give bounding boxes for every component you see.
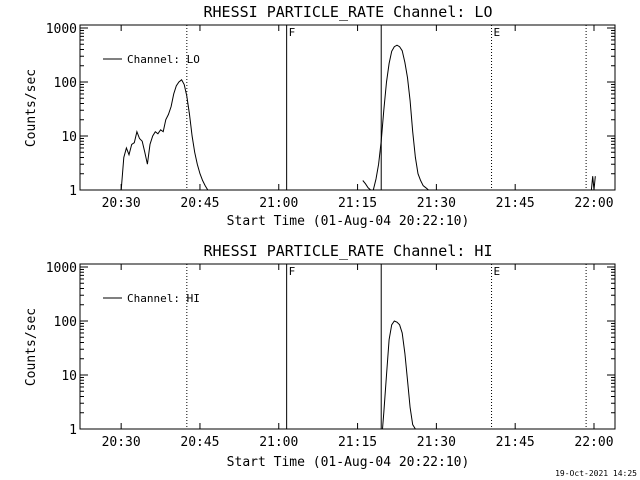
plot-frame bbox=[79, 24, 616, 191]
y-tick-label: 10 bbox=[61, 369, 77, 384]
series-line bbox=[362, 44, 429, 191]
y-tick-label: 10 bbox=[61, 130, 77, 145]
y-tick-label: 100 bbox=[54, 76, 77, 91]
y-tick-label: 100 bbox=[54, 315, 77, 330]
x-tick-label: 21:45 bbox=[496, 196, 535, 211]
x-tick-label: 20:30 bbox=[102, 196, 141, 211]
x-tick-label: 21:00 bbox=[259, 196, 298, 211]
x-axis-label: Start Time (01-Aug-04 20:22:10) bbox=[227, 214, 470, 229]
y-axis-label: Counts/sec bbox=[24, 308, 39, 386]
x-tick-label: 20:45 bbox=[180, 435, 219, 450]
chart-title: RHESSI PARTICLE_RATE Channel: LO bbox=[204, 3, 493, 21]
chart-panel-hi: RHESSI PARTICLE_RATE Channel: HI Start T… bbox=[24, 242, 616, 470]
x-tick-label: 21:15 bbox=[338, 435, 377, 450]
chart-title: RHESSI PARTICLE_RATE Channel: HI bbox=[204, 242, 493, 260]
x-tick-label: 21:30 bbox=[417, 196, 456, 211]
x-tick-label: 22:00 bbox=[574, 435, 613, 450]
y-axis-label: Counts/sec bbox=[24, 69, 39, 147]
series-line bbox=[120, 79, 209, 191]
event-marker-label: F bbox=[289, 265, 296, 278]
x-tick-label: 20:45 bbox=[180, 196, 219, 211]
series-line bbox=[590, 176, 596, 191]
x-tick-label: 21:45 bbox=[496, 435, 535, 450]
footer-timestamp: 19-Oct-2021 14:25 bbox=[555, 469, 637, 478]
plot-frame bbox=[79, 263, 616, 430]
x-tick-label: 21:00 bbox=[259, 435, 298, 450]
event-marker-label: F bbox=[289, 26, 296, 39]
x-tick-label: 21:15 bbox=[338, 196, 377, 211]
y-tick-label: 1000 bbox=[46, 261, 77, 276]
x-tick-label: 21:30 bbox=[417, 435, 456, 450]
y-tick-label: 1 bbox=[69, 184, 77, 199]
y-tick-label: 1 bbox=[69, 423, 77, 438]
x-axis-label: Start Time (01-Aug-04 20:22:10) bbox=[227, 455, 470, 470]
event-marker-label: E bbox=[494, 26, 501, 39]
chart-panel-lo: RHESSI PARTICLE_RATE Channel: LO Start T… bbox=[24, 3, 616, 229]
y-tick-label: 1000 bbox=[46, 22, 77, 37]
series-line bbox=[382, 320, 416, 430]
x-tick-label: 20:30 bbox=[102, 435, 141, 450]
x-tick-label: 22:00 bbox=[574, 196, 613, 211]
legend-label: Channel: LO bbox=[127, 53, 200, 66]
event-marker-label: E bbox=[494, 265, 501, 278]
legend-label: Channel: HI bbox=[127, 292, 200, 305]
